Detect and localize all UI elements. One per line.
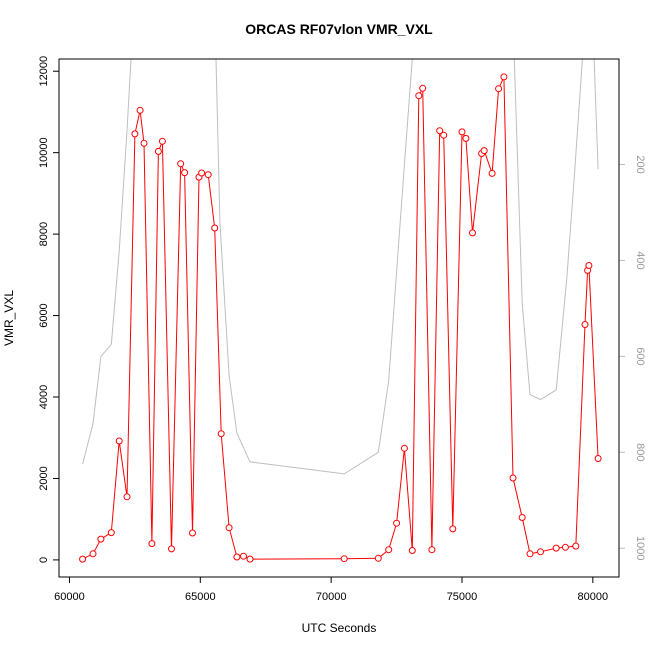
chart-title: ORCAS RF07vlon VMR_VXL bbox=[245, 21, 433, 37]
data-point bbox=[509, 474, 517, 482]
data-point bbox=[97, 535, 105, 543]
x-tick-label: 60000 bbox=[54, 591, 85, 603]
data-point bbox=[240, 552, 247, 560]
data-point bbox=[488, 169, 496, 177]
data-point bbox=[211, 224, 219, 232]
data-point bbox=[449, 525, 457, 533]
y2-tick-label: 1000 bbox=[634, 536, 646, 560]
x-tick-label: 75000 bbox=[447, 591, 478, 603]
x-tick-label: 65000 bbox=[185, 591, 216, 603]
data-point bbox=[107, 529, 115, 537]
data-point bbox=[526, 550, 534, 558]
data-point bbox=[419, 84, 427, 92]
y2-tick-label: 400 bbox=[634, 251, 646, 269]
data-point bbox=[246, 555, 254, 563]
x-tick-label: 80000 bbox=[578, 591, 609, 603]
data-point bbox=[500, 73, 508, 81]
data-point bbox=[136, 106, 144, 114]
data-point bbox=[495, 85, 503, 93]
y2-tick-label: 200 bbox=[634, 155, 646, 173]
data-point bbox=[436, 127, 444, 135]
y-axis-label: VMR_VXL bbox=[2, 290, 16, 346]
data-point bbox=[440, 131, 448, 139]
data-point bbox=[123, 493, 131, 501]
x-axis-label: UTC Seconds bbox=[302, 621, 377, 635]
data-point bbox=[233, 553, 241, 561]
y-tick-label: 0 bbox=[38, 557, 50, 563]
data-point bbox=[594, 455, 602, 462]
y-tick-label: 6000 bbox=[38, 303, 50, 327]
data-point bbox=[204, 171, 212, 179]
data-point bbox=[115, 437, 123, 445]
data-point bbox=[79, 555, 87, 563]
data-point bbox=[217, 430, 225, 438]
data-point bbox=[469, 229, 476, 237]
data-point bbox=[385, 546, 393, 554]
data-point bbox=[189, 529, 196, 537]
data-point bbox=[581, 321, 589, 328]
data-point bbox=[408, 547, 416, 554]
data-point bbox=[181, 169, 189, 177]
data-point bbox=[225, 524, 233, 532]
data-point bbox=[428, 546, 436, 554]
data-point bbox=[177, 160, 185, 168]
data-point bbox=[537, 548, 544, 556]
data-point bbox=[198, 169, 206, 177]
data-point bbox=[168, 545, 175, 553]
data-point bbox=[340, 555, 348, 563]
series-line-vmr bbox=[82, 76, 599, 560]
y-tick-label: 4000 bbox=[38, 385, 50, 409]
data-point bbox=[561, 543, 569, 551]
data-point bbox=[462, 134, 470, 142]
data-point bbox=[585, 262, 593, 269]
data-point bbox=[400, 444, 408, 452]
y-tick-label: 12000 bbox=[38, 56, 50, 87]
data-point bbox=[480, 147, 488, 155]
series-line-pressure bbox=[82, 59, 599, 475]
data-point bbox=[140, 139, 148, 147]
data-point bbox=[158, 137, 166, 145]
y2-tick-label: 600 bbox=[634, 347, 646, 365]
data-point bbox=[552, 544, 560, 552]
data-point bbox=[374, 554, 382, 562]
data-point bbox=[89, 550, 97, 558]
y-tick-label: 8000 bbox=[38, 222, 50, 246]
data-point bbox=[458, 128, 466, 136]
data-point bbox=[415, 92, 423, 100]
data-point bbox=[518, 514, 526, 521]
data-point bbox=[393, 519, 401, 527]
plot-frame bbox=[58, 58, 620, 578]
x-tick-label: 70000 bbox=[316, 591, 347, 603]
data-point bbox=[572, 542, 580, 550]
y-tick-label: 2000 bbox=[38, 466, 50, 490]
data-point bbox=[154, 147, 162, 155]
data-point bbox=[131, 130, 139, 138]
data-point bbox=[148, 540, 156, 548]
y2-tick-label: 800 bbox=[634, 443, 646, 461]
y-tick-label: 10000 bbox=[38, 137, 50, 168]
